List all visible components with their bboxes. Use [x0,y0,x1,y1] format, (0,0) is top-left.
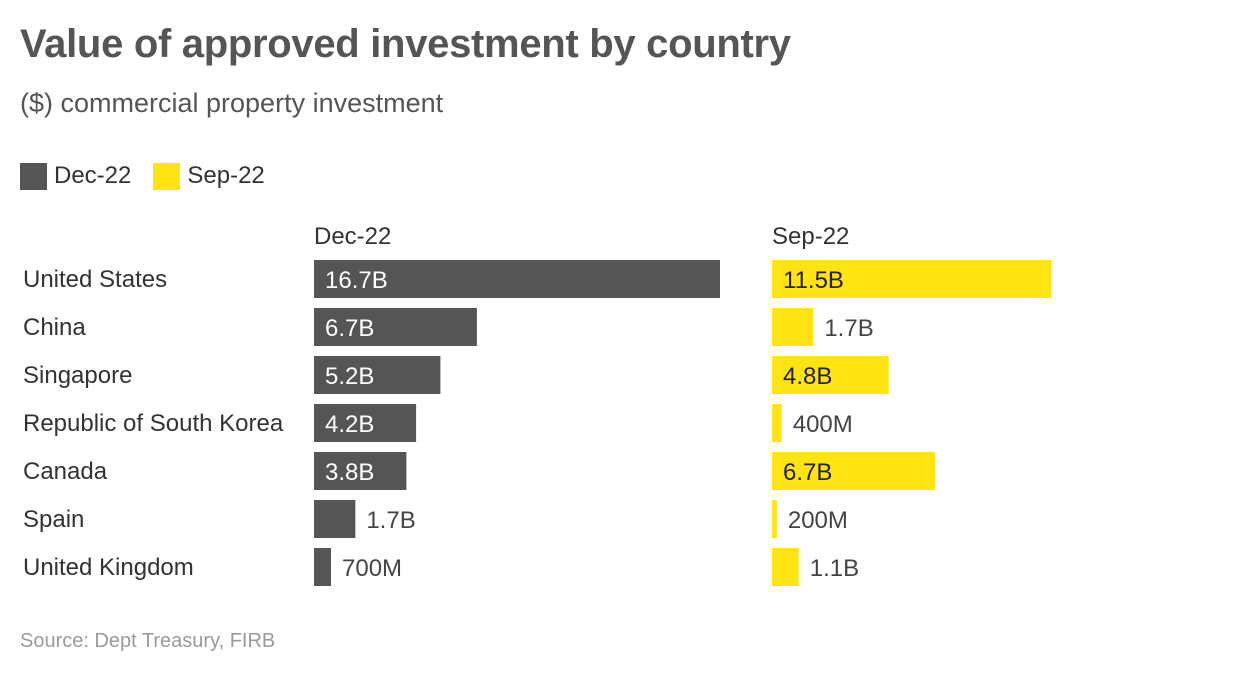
category-label: China [23,314,86,341]
category-label: Singapore [23,362,132,389]
value-label-dec-22: 6.7B [325,315,374,342]
bar-chart: Dec-22 Sep-22 United States China Singapore R… [23,223,1052,586]
bar-sep-22 [772,500,777,538]
panel-header-dec-22: Dec-22 [314,223,391,250]
value-label-sep-22: 200M [788,507,848,534]
chart-subtitle: ($) commercial property investment [20,88,444,118]
value-label-sep-22: 11.5B [783,267,844,294]
value-label-sep-22: 6.7B [783,459,832,486]
bar-dec-22 [314,308,477,346]
value-label-sep-22: 1.1B [810,555,859,582]
category-label: Republic of South Korea [23,410,284,437]
chart-title: Value of approved investment by country [20,22,791,66]
legend-swatch-dec22 [20,162,47,190]
category-label: United States [23,266,167,293]
bar-dec-22 [314,356,441,394]
category-label: Spain [23,506,84,533]
legend-item-dec22: Dec-22 [20,162,131,190]
category-label: Canada [23,458,108,485]
bar-dec-22 [314,452,407,490]
bar-sep-22 [772,452,935,490]
bar-sep-22 [772,260,1052,298]
legend-item-sep22: Sep-22 [153,162,265,190]
bar-dec-22 [314,260,720,298]
value-label-dec-22: 700M [342,555,402,582]
value-label-sep-22: 4.8B [783,363,832,390]
panel-header-sep-22: Sep-22 [772,223,849,250]
value-label-sep-22: 400M [793,411,853,438]
source-note: Source: Dept Treasury, FIRB [20,630,276,652]
bar-sep-22 [772,404,782,442]
legend-label-dec22: Dec-22 [54,162,132,189]
value-label-dec-22: 1.7B [366,507,415,534]
value-label-dec-22: 3.8B [325,459,374,486]
legend: Dec-22 Sep-22 [20,162,287,190]
value-label-dec-22: 16.7B [325,267,388,294]
bar-dec-22 [314,404,417,442]
bar-sep-22 [772,548,799,586]
bar-sep-22 [772,356,889,394]
legend-label-sep22: Sep-22 [187,162,265,189]
bar-dec-22 [314,548,332,586]
value-label-dec-22: 5.2B [325,363,374,390]
value-label-dec-22: 4.2B [325,411,374,438]
category-label: United Kingdom [23,554,194,581]
value-label-sep-22: 1.7B [824,315,873,342]
bar-dec-22 [314,500,356,538]
legend-swatch-sep22 [153,162,181,190]
bar-sep-22 [772,308,814,346]
